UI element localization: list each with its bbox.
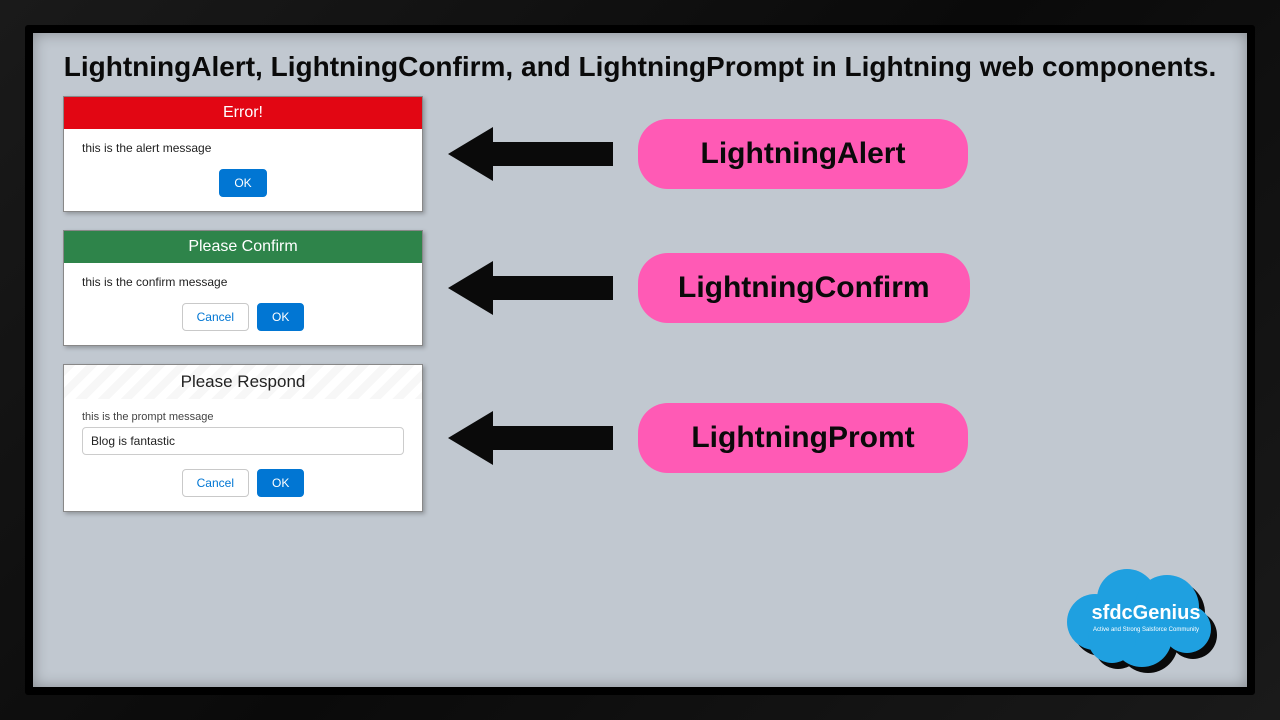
logo-text: sfdcGenius bbox=[1061, 602, 1231, 625]
confirm-cancel-button[interactable]: Cancel bbox=[182, 303, 249, 331]
alert-message: this is the alert message bbox=[64, 129, 422, 161]
page-title: LightningAlert, LightningConfirm, and Li… bbox=[63, 48, 1217, 86]
alert-dialog: Error! this is the alert message OK bbox=[63, 96, 423, 212]
prompt-header: Please Respond bbox=[64, 365, 422, 399]
confirm-ok-button[interactable]: OK bbox=[257, 303, 304, 331]
confirm-row: Please Confirm this is the confirm messa… bbox=[63, 230, 1217, 346]
arrow-icon bbox=[448, 408, 613, 468]
logo-subtext: Active and Strong Salsforce Community bbox=[1061, 627, 1231, 633]
arrow-icon bbox=[448, 258, 613, 318]
alert-footer: OK bbox=[64, 161, 422, 211]
prompt-input[interactable] bbox=[82, 427, 404, 455]
alert-row: Error! this is the alert message OK Ligh… bbox=[63, 96, 1217, 212]
sfdcgenius-logo: sfdcGenius Active and Strong Salsforce C… bbox=[1057, 557, 1227, 677]
canvas: LightningAlert, LightningConfirm, and Li… bbox=[25, 25, 1255, 695]
prompt-dialog: Please Respond this is the prompt messag… bbox=[63, 364, 423, 512]
confirm-message: this is the confirm message bbox=[64, 263, 422, 295]
picture-frame: LightningAlert, LightningConfirm, and Li… bbox=[0, 0, 1280, 720]
prompt-body: this is the prompt message bbox=[64, 399, 422, 461]
confirm-footer: Cancel OK bbox=[64, 295, 422, 345]
prompt-footer: Cancel OK bbox=[64, 461, 422, 511]
confirm-dialog: Please Confirm this is the confirm messa… bbox=[63, 230, 423, 346]
alert-header: Error! bbox=[64, 97, 422, 129]
prompt-label: this is the prompt message bbox=[82, 411, 404, 423]
arrow-icon bbox=[448, 124, 613, 184]
prompt-ok-button[interactable]: OK bbox=[257, 469, 304, 497]
prompt-cancel-button[interactable]: Cancel bbox=[182, 469, 249, 497]
confirm-label-pill: LightningConfirm bbox=[638, 253, 970, 323]
alert-ok-button[interactable]: OK bbox=[219, 169, 266, 197]
prompt-row: Please Respond this is the prompt messag… bbox=[63, 364, 1217, 512]
confirm-header: Please Confirm bbox=[64, 231, 422, 263]
prompt-label-pill: LightningPromt bbox=[638, 403, 968, 473]
alert-label-pill: LightningAlert bbox=[638, 119, 968, 189]
